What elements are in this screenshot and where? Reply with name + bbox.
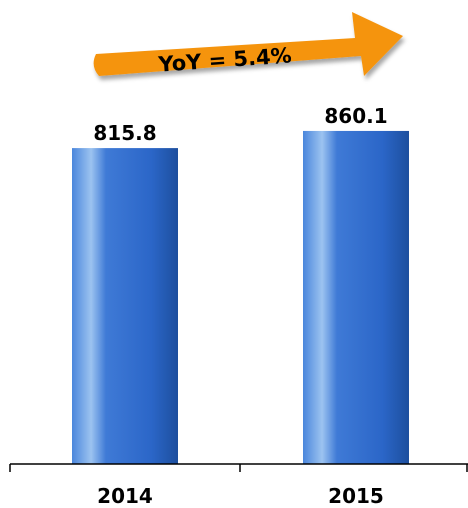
bar-2015 bbox=[303, 130, 409, 464]
x-tick-label-2014: 2014 bbox=[97, 484, 153, 508]
yoy-arrow: YoY = 5.4% bbox=[93, 12, 403, 77]
bar-2014 bbox=[72, 148, 178, 464]
x-tick-labels: 2014 2015 bbox=[97, 484, 384, 508]
x-axis bbox=[9, 463, 468, 472]
yoy-annotation-text: YoY = 5.4% bbox=[157, 43, 293, 76]
yoy-arrow-shape bbox=[93, 12, 403, 76]
data-label-2015: 860.1 bbox=[324, 104, 387, 128]
data-label-2014: 815.8 bbox=[93, 121, 156, 145]
x-tick-label-2015: 2015 bbox=[328, 484, 384, 508]
bars-group: 815.8 860.1 bbox=[72, 104, 409, 464]
